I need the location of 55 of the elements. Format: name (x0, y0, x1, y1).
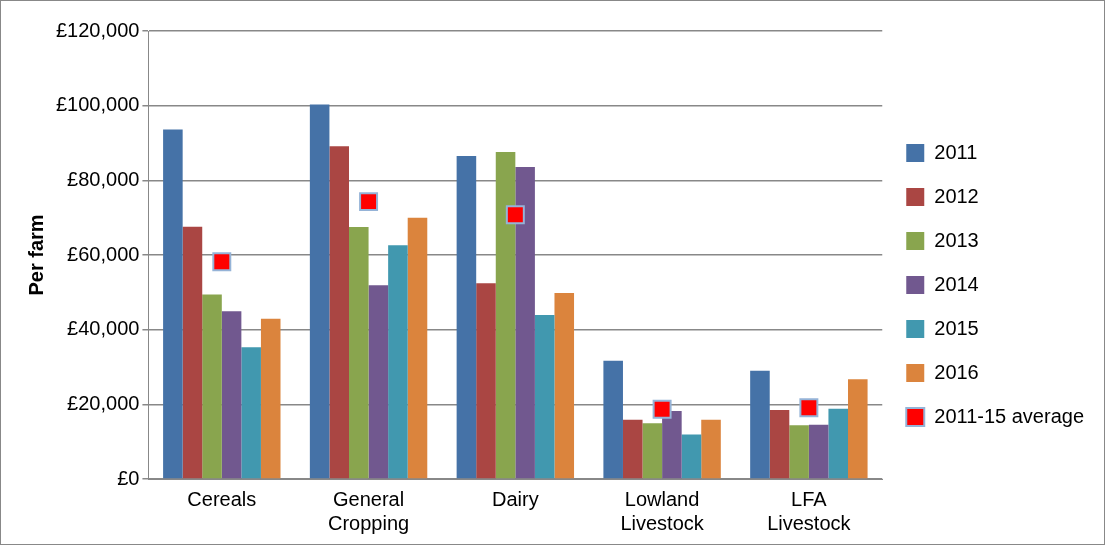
legend-label: 2011 (934, 140, 978, 163)
bar (456, 156, 477, 479)
bar (662, 411, 682, 479)
bar (182, 226, 203, 479)
bar (329, 146, 349, 479)
bar (515, 166, 535, 479)
x-tick-label: LFA Livestock (767, 487, 852, 534)
legend-label: 2016 (934, 360, 979, 383)
bar (221, 311, 242, 479)
y-tick-label: £20,000 (67, 391, 140, 414)
y-tick-label: £60,000 (67, 242, 140, 265)
legend-label: 2015 (934, 316, 979, 339)
bar (750, 370, 770, 479)
bar (681, 434, 702, 479)
y-axis-title: Per farm (24, 214, 47, 296)
point (212, 252, 232, 272)
point (505, 205, 525, 225)
bar (848, 379, 868, 479)
x-tick-label: Cereals (187, 487, 257, 510)
point (359, 192, 379, 212)
bar (554, 293, 575, 479)
legend-label: 2014 (934, 272, 979, 295)
bar (789, 425, 809, 479)
legend-label: 2013 (934, 228, 979, 251)
x-tick-label: Lowland Livestock (620, 487, 705, 534)
bar (202, 294, 222, 479)
bar (388, 245, 408, 479)
bar (808, 424, 829, 479)
bar (534, 315, 555, 479)
point (799, 398, 819, 418)
bar (349, 227, 369, 479)
y-tick-label: £0 (117, 466, 140, 489)
y-tick-label: £80,000 (67, 167, 140, 190)
bar (368, 285, 389, 479)
bar (309, 104, 330, 479)
bar (241, 347, 261, 479)
y-tick-label: £40,000 (67, 317, 140, 340)
point (652, 399, 672, 419)
legend-label: 2012 (934, 184, 979, 207)
x-tick-label: General Cropping (327, 487, 410, 534)
bar (163, 129, 183, 479)
bar (622, 419, 643, 479)
bar (828, 408, 849, 479)
bar (260, 318, 281, 479)
bar (407, 217, 428, 479)
bar (603, 360, 623, 479)
bar (476, 283, 496, 479)
bar (642, 423, 663, 479)
legend-label: 2011-15 average (934, 404, 1084, 427)
bar (769, 409, 790, 479)
bar (495, 151, 516, 479)
bar (701, 419, 721, 479)
y-tick-label: £100,000 (56, 93, 140, 116)
x-tick-label: Dairy (492, 487, 539, 510)
y-tick-label: £120,000 (56, 18, 140, 41)
